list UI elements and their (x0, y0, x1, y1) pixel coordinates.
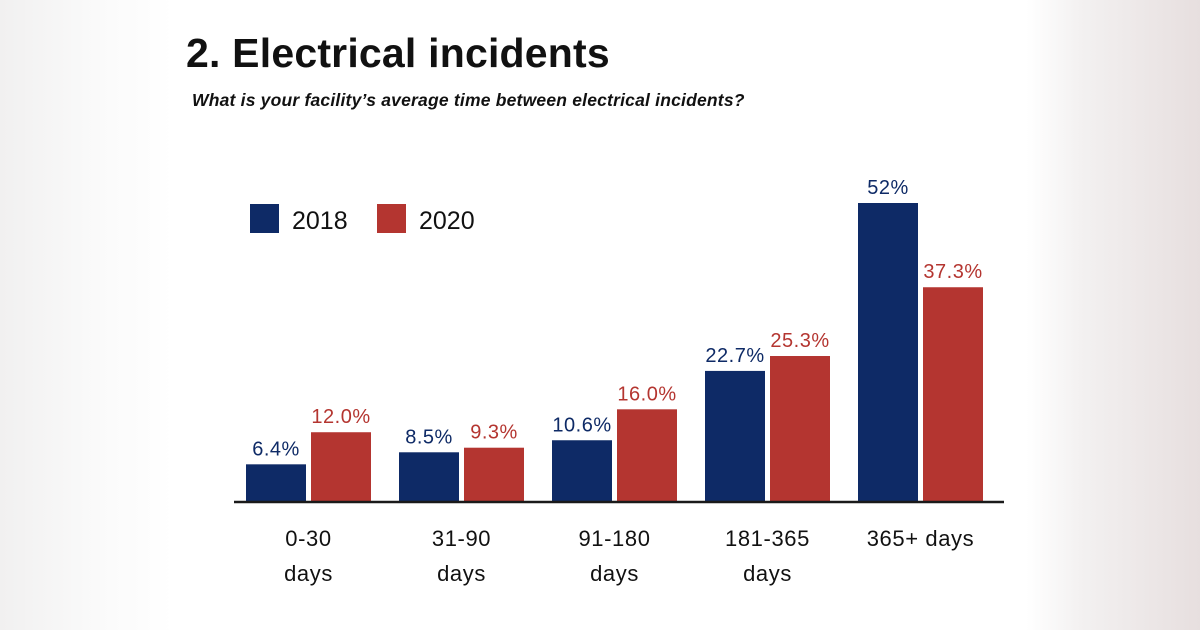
value-label-2018-2: 10.6% (552, 414, 611, 436)
bar-2018-4 (858, 203, 918, 501)
value-label-2020-3: 25.3% (770, 330, 829, 352)
bar-2018-0 (246, 464, 306, 501)
bar-2018-2 (552, 440, 612, 501)
bar-2020-0 (311, 432, 371, 501)
legend-label-2020: 2020 (419, 207, 475, 235)
category-label-2-0: 91-180 (578, 526, 650, 551)
value-label-2020-2: 16.0% (617, 383, 676, 405)
chart-subtitle: What is your facility’s average time bet… (192, 90, 745, 110)
bar-2020-3 (770, 356, 830, 501)
category-label-2-1: days (590, 561, 639, 586)
bar-2018-3 (705, 370, 765, 501)
category-label-3-1: days (743, 561, 792, 586)
category-label-0-0: 0-30 (285, 526, 331, 551)
bar-2020-4 (923, 287, 983, 501)
category-label-1-0: 31-90 (432, 526, 491, 551)
value-label-2020-0: 12.0% (311, 406, 370, 428)
value-label-2020-1: 9.3% (470, 422, 518, 444)
value-label-2018-3: 22.7% (705, 345, 764, 367)
bar-2018-1 (399, 452, 459, 501)
bar-2020-2 (617, 409, 677, 501)
value-label-2018-4: 52% (867, 177, 909, 199)
legend-label-2018: 2018 (292, 207, 348, 235)
value-label-2018-1: 8.5% (405, 426, 453, 448)
category-label-0-1: days (284, 561, 333, 586)
legend-swatch-2018 (250, 204, 279, 233)
bar-2020-1 (464, 447, 524, 501)
value-label-2018-0: 6.4% (252, 438, 300, 460)
category-label-1-1: days (437, 561, 486, 586)
chart-title: 2. Electrical incidents (186, 30, 610, 76)
category-label-3-0: 181-365 (725, 526, 810, 551)
category-label-4-0: 365+ days (867, 526, 975, 551)
legend-swatch-2020 (377, 204, 406, 233)
value-label-2020-4: 37.3% (923, 261, 982, 283)
